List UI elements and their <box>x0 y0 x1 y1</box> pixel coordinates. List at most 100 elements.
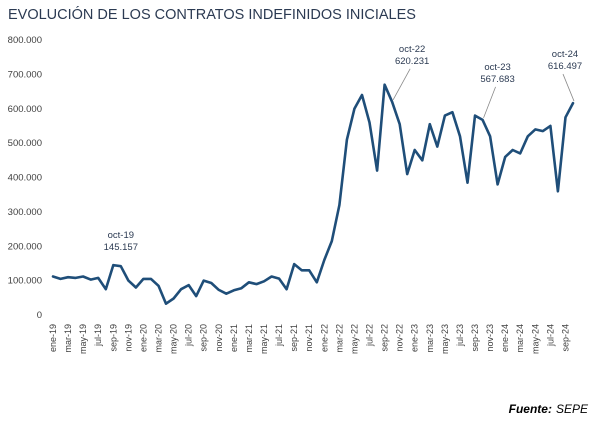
source-note: Fuente: SEPE <box>509 402 589 416</box>
y-tick-label: 800.000 <box>8 35 42 46</box>
data-point <box>127 279 130 282</box>
data-point <box>255 283 258 286</box>
data-point <box>172 297 175 300</box>
x-tick-label: sep-24 <box>560 324 570 352</box>
data-point <box>89 278 92 281</box>
x-tick-label: nov-22 <box>395 324 405 352</box>
x-tick-label: mar-20 <box>154 324 164 353</box>
data-point <box>481 118 484 121</box>
annotation-value: 616.497 <box>548 61 582 72</box>
x-tick-label: ene-20 <box>138 324 148 352</box>
x-tick-label: may-21 <box>259 324 269 354</box>
data-point <box>59 278 62 281</box>
data-point <box>391 100 394 103</box>
x-tick-label: mar-22 <box>334 324 344 353</box>
data-point <box>157 284 160 287</box>
data-point <box>353 107 356 110</box>
data-point <box>519 152 522 155</box>
x-tick-label: sep-20 <box>199 324 209 352</box>
data-point <box>165 302 168 305</box>
data-point <box>496 183 499 186</box>
x-tick-label: nov-23 <box>485 324 495 352</box>
x-tick-label: ene-19 <box>48 324 58 352</box>
data-point <box>572 102 575 105</box>
series-layer <box>51 83 575 306</box>
data-point <box>232 289 235 292</box>
y-tick-label: 400.000 <box>8 173 42 184</box>
series-line <box>51 83 575 306</box>
data-point <box>293 263 296 266</box>
x-tick-label: mar-24 <box>515 324 525 353</box>
data-point <box>248 281 251 284</box>
data-point <box>564 116 567 119</box>
data-point <box>119 265 122 268</box>
source-label: Fuente: <box>509 402 552 416</box>
data-point <box>330 240 333 243</box>
data-point <box>97 276 100 279</box>
data-point <box>142 278 145 281</box>
x-tick-label: ene-22 <box>319 324 329 352</box>
annotation-date: oct-19 <box>108 230 134 241</box>
annotation-value: 620.231 <box>395 56 429 67</box>
data-point <box>74 276 77 279</box>
data-point <box>474 114 477 117</box>
x-tick-label: ene-24 <box>500 324 510 352</box>
data-point <box>526 135 529 138</box>
data-point <box>210 282 213 285</box>
data-point <box>398 123 401 126</box>
y-tick-label: 100.000 <box>8 276 42 287</box>
x-tick-label: sep-19 <box>108 324 118 352</box>
y-tick-label: 0 <box>37 310 42 321</box>
data-point <box>323 259 326 262</box>
x-tick-label: nov-20 <box>214 324 224 352</box>
data-point <box>346 138 349 141</box>
data-point <box>466 181 469 184</box>
data-point <box>451 111 454 114</box>
x-tick-label: mar-21 <box>244 324 254 353</box>
y-axis: 0 100.000 200.000 300.000 400.000 500.000 600.… <box>8 35 42 321</box>
data-point <box>134 286 137 289</box>
data-point <box>368 121 371 124</box>
data-point <box>225 292 228 295</box>
x-tick-label: sep-23 <box>470 324 480 352</box>
x-tick-label: may-23 <box>440 324 450 354</box>
annotation-date: oct-22 <box>399 44 425 55</box>
annotation-date: oct-23 <box>484 62 510 73</box>
data-point <box>278 277 281 280</box>
data-point <box>217 289 220 292</box>
data-point <box>338 204 341 207</box>
data-point <box>150 278 153 281</box>
x-tick-label: nov-21 <box>304 324 314 352</box>
data-point <box>270 275 273 278</box>
data-point <box>557 190 560 193</box>
data-point <box>202 279 205 282</box>
data-point <box>240 287 243 290</box>
y-tick-label: 200.000 <box>8 241 42 252</box>
x-tick-label: ene-23 <box>410 324 420 352</box>
x-tick-label: may-19 <box>78 324 88 354</box>
data-point <box>187 284 190 287</box>
data-point <box>383 83 386 86</box>
x-tick-label: jul-20 <box>184 324 194 347</box>
data-point <box>180 288 183 291</box>
data-point <box>361 94 364 97</box>
data-point <box>82 275 85 278</box>
x-tick-label: jul-24 <box>545 324 555 347</box>
x-tick-label: jul-22 <box>365 324 375 347</box>
data-point <box>511 149 514 152</box>
data-point <box>112 264 115 267</box>
data-point <box>67 276 70 279</box>
data-point <box>428 123 431 126</box>
y-tick-label: 700.000 <box>8 69 42 80</box>
annotation-leader <box>483 86 496 119</box>
x-tick-label: may-24 <box>530 324 540 354</box>
data-point <box>406 173 409 176</box>
x-tick-label: jul-21 <box>274 324 284 347</box>
x-tick-label: ene-21 <box>229 324 239 352</box>
x-tick-label: jul-23 <box>455 324 465 347</box>
data-point <box>504 155 507 158</box>
data-point <box>195 295 198 298</box>
x-tick-label: mar-19 <box>63 324 73 353</box>
